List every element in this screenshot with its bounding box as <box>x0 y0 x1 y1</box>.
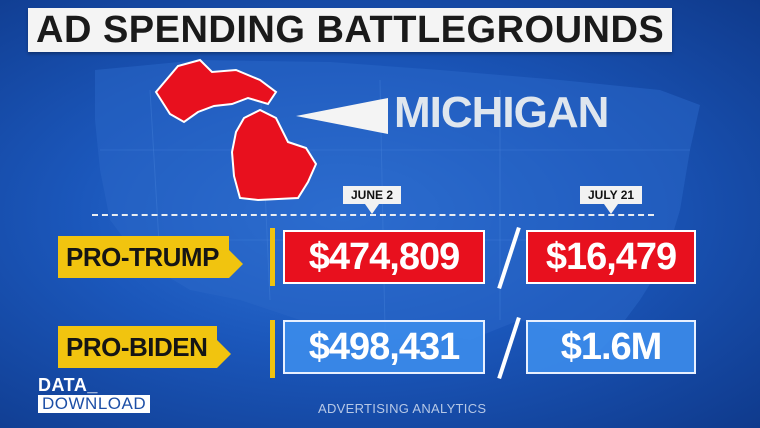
michigan-shape-icon <box>154 58 318 202</box>
timeline-divider <box>92 214 654 216</box>
page-title: AD SPENDING BATTLEGROUNDS <box>28 8 673 52</box>
row-accent-bar <box>270 228 275 286</box>
pro-trump-second-value: $16,479 <box>526 230 696 284</box>
pointer-arrow-icon <box>296 98 388 134</box>
brand-logo: DATA_ DOWNLOAD <box>38 375 151 414</box>
row-accent-bar <box>270 320 275 378</box>
state-name: MICHIGAN <box>394 88 609 137</box>
pro-biden-first-value: $498,431 <box>283 320 485 374</box>
source-credit: ADVERTISING ANALYTICS <box>318 401 487 416</box>
pro-trump-first-value: $474,809 <box>283 230 485 284</box>
brand-top-text: DATA_ <box>38 375 98 395</box>
brand-bottom-text: DOWNLOAD <box>38 395 151 413</box>
date-tag-second: JULY 21 <box>580 186 643 214</box>
row-label-pro-biden: PRO-BIDEN <box>58 326 232 368</box>
row-label-pro-trump: PRO-TRUMP <box>58 236 243 278</box>
pro-biden-second-value: $1.6M <box>526 320 696 374</box>
date-tag-first: JUNE 2 <box>343 186 402 214</box>
